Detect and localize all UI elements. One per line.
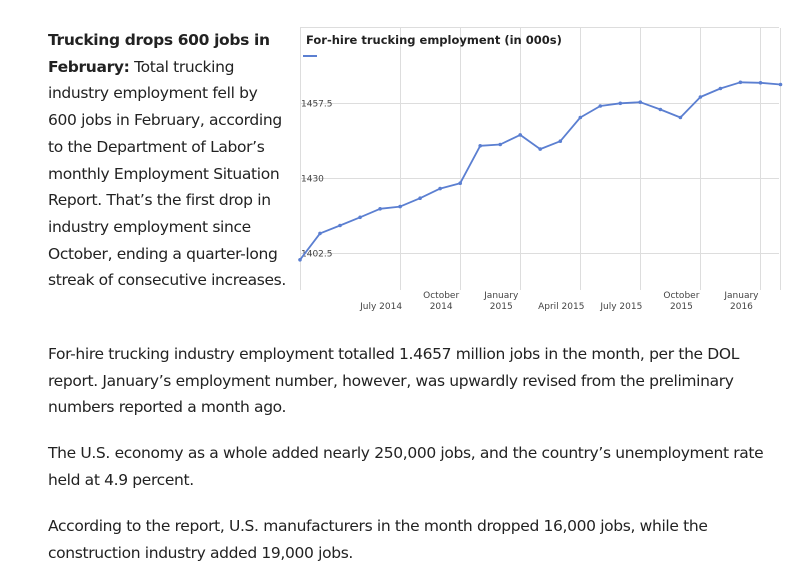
data-point — [378, 207, 382, 211]
series-layer — [298, 80, 783, 262]
data-point — [358, 215, 362, 220]
data-point — [718, 86, 723, 91]
lead-paragraph: Trucking drops 600 jobs in February: Tot… — [48, 27, 288, 294]
x-tick-label: July 2015 — [599, 302, 642, 312]
lead-bold: Trucking drops 600 jobs in February: — [48, 31, 270, 76]
x-tick-label: January 2016 — [723, 291, 759, 312]
data-point — [438, 186, 442, 191]
data-point — [678, 115, 683, 120]
paragraph-manufacturing: According to the report, U.S. manufactur… — [48, 517, 708, 562]
data-point — [538, 147, 542, 151]
data-point — [758, 81, 763, 85]
x-tick-label: July 2014 — [359, 302, 402, 312]
x-axis-ticks: July 2014 October 2014 January 2015 April 201… — [359, 291, 759, 312]
x-tick-label: April 2015 — [538, 302, 584, 312]
data-point — [658, 107, 663, 112]
data-point — [418, 196, 422, 200]
y-axis-ticks: 1402.5 1430 1457.5 — [301, 100, 333, 260]
data-point — [738, 80, 743, 85]
series-line — [299, 81, 781, 261]
data-point — [638, 100, 643, 104]
y-tick-label: 1457.5 — [301, 100, 333, 110]
y-tick-label: 1430 — [301, 175, 324, 185]
y-tick-label: 1402.5 — [301, 250, 333, 260]
data-point — [618, 101, 623, 106]
x-tick-label: January 2015 — [483, 291, 519, 312]
chart-canvas: For-hire trucking employment (in 000s) 1… — [298, 27, 783, 312]
data-point — [778, 82, 783, 87]
lead-text: Total trucking industry employment fell … — [48, 57, 286, 290]
data-point — [518, 133, 522, 137]
data-point — [598, 104, 603, 108]
data-point — [558, 139, 563, 143]
x-tick-label: October 2014 — [423, 291, 459, 312]
data-point — [318, 231, 322, 236]
paragraph-employment-total: For-hire trucking industry employment to… — [48, 345, 740, 416]
chart-title: For-hire trucking employment (in 000s) — [306, 33, 562, 47]
data-point — [478, 144, 482, 148]
chart-grid — [300, 27, 781, 290]
paragraph-economy: The U.S. economy as a whole added nearly… — [48, 444, 764, 489]
employment-chart: For-hire trucking employment (in 000s) 1… — [296, 22, 789, 322]
data-point — [298, 258, 302, 262]
data-point — [498, 142, 502, 147]
data-point — [458, 181, 462, 185]
data-point — [338, 223, 342, 228]
data-point — [398, 204, 402, 209]
x-tick-label: October 2015 — [663, 291, 699, 312]
data-point — [578, 115, 583, 120]
data-point — [698, 95, 703, 99]
